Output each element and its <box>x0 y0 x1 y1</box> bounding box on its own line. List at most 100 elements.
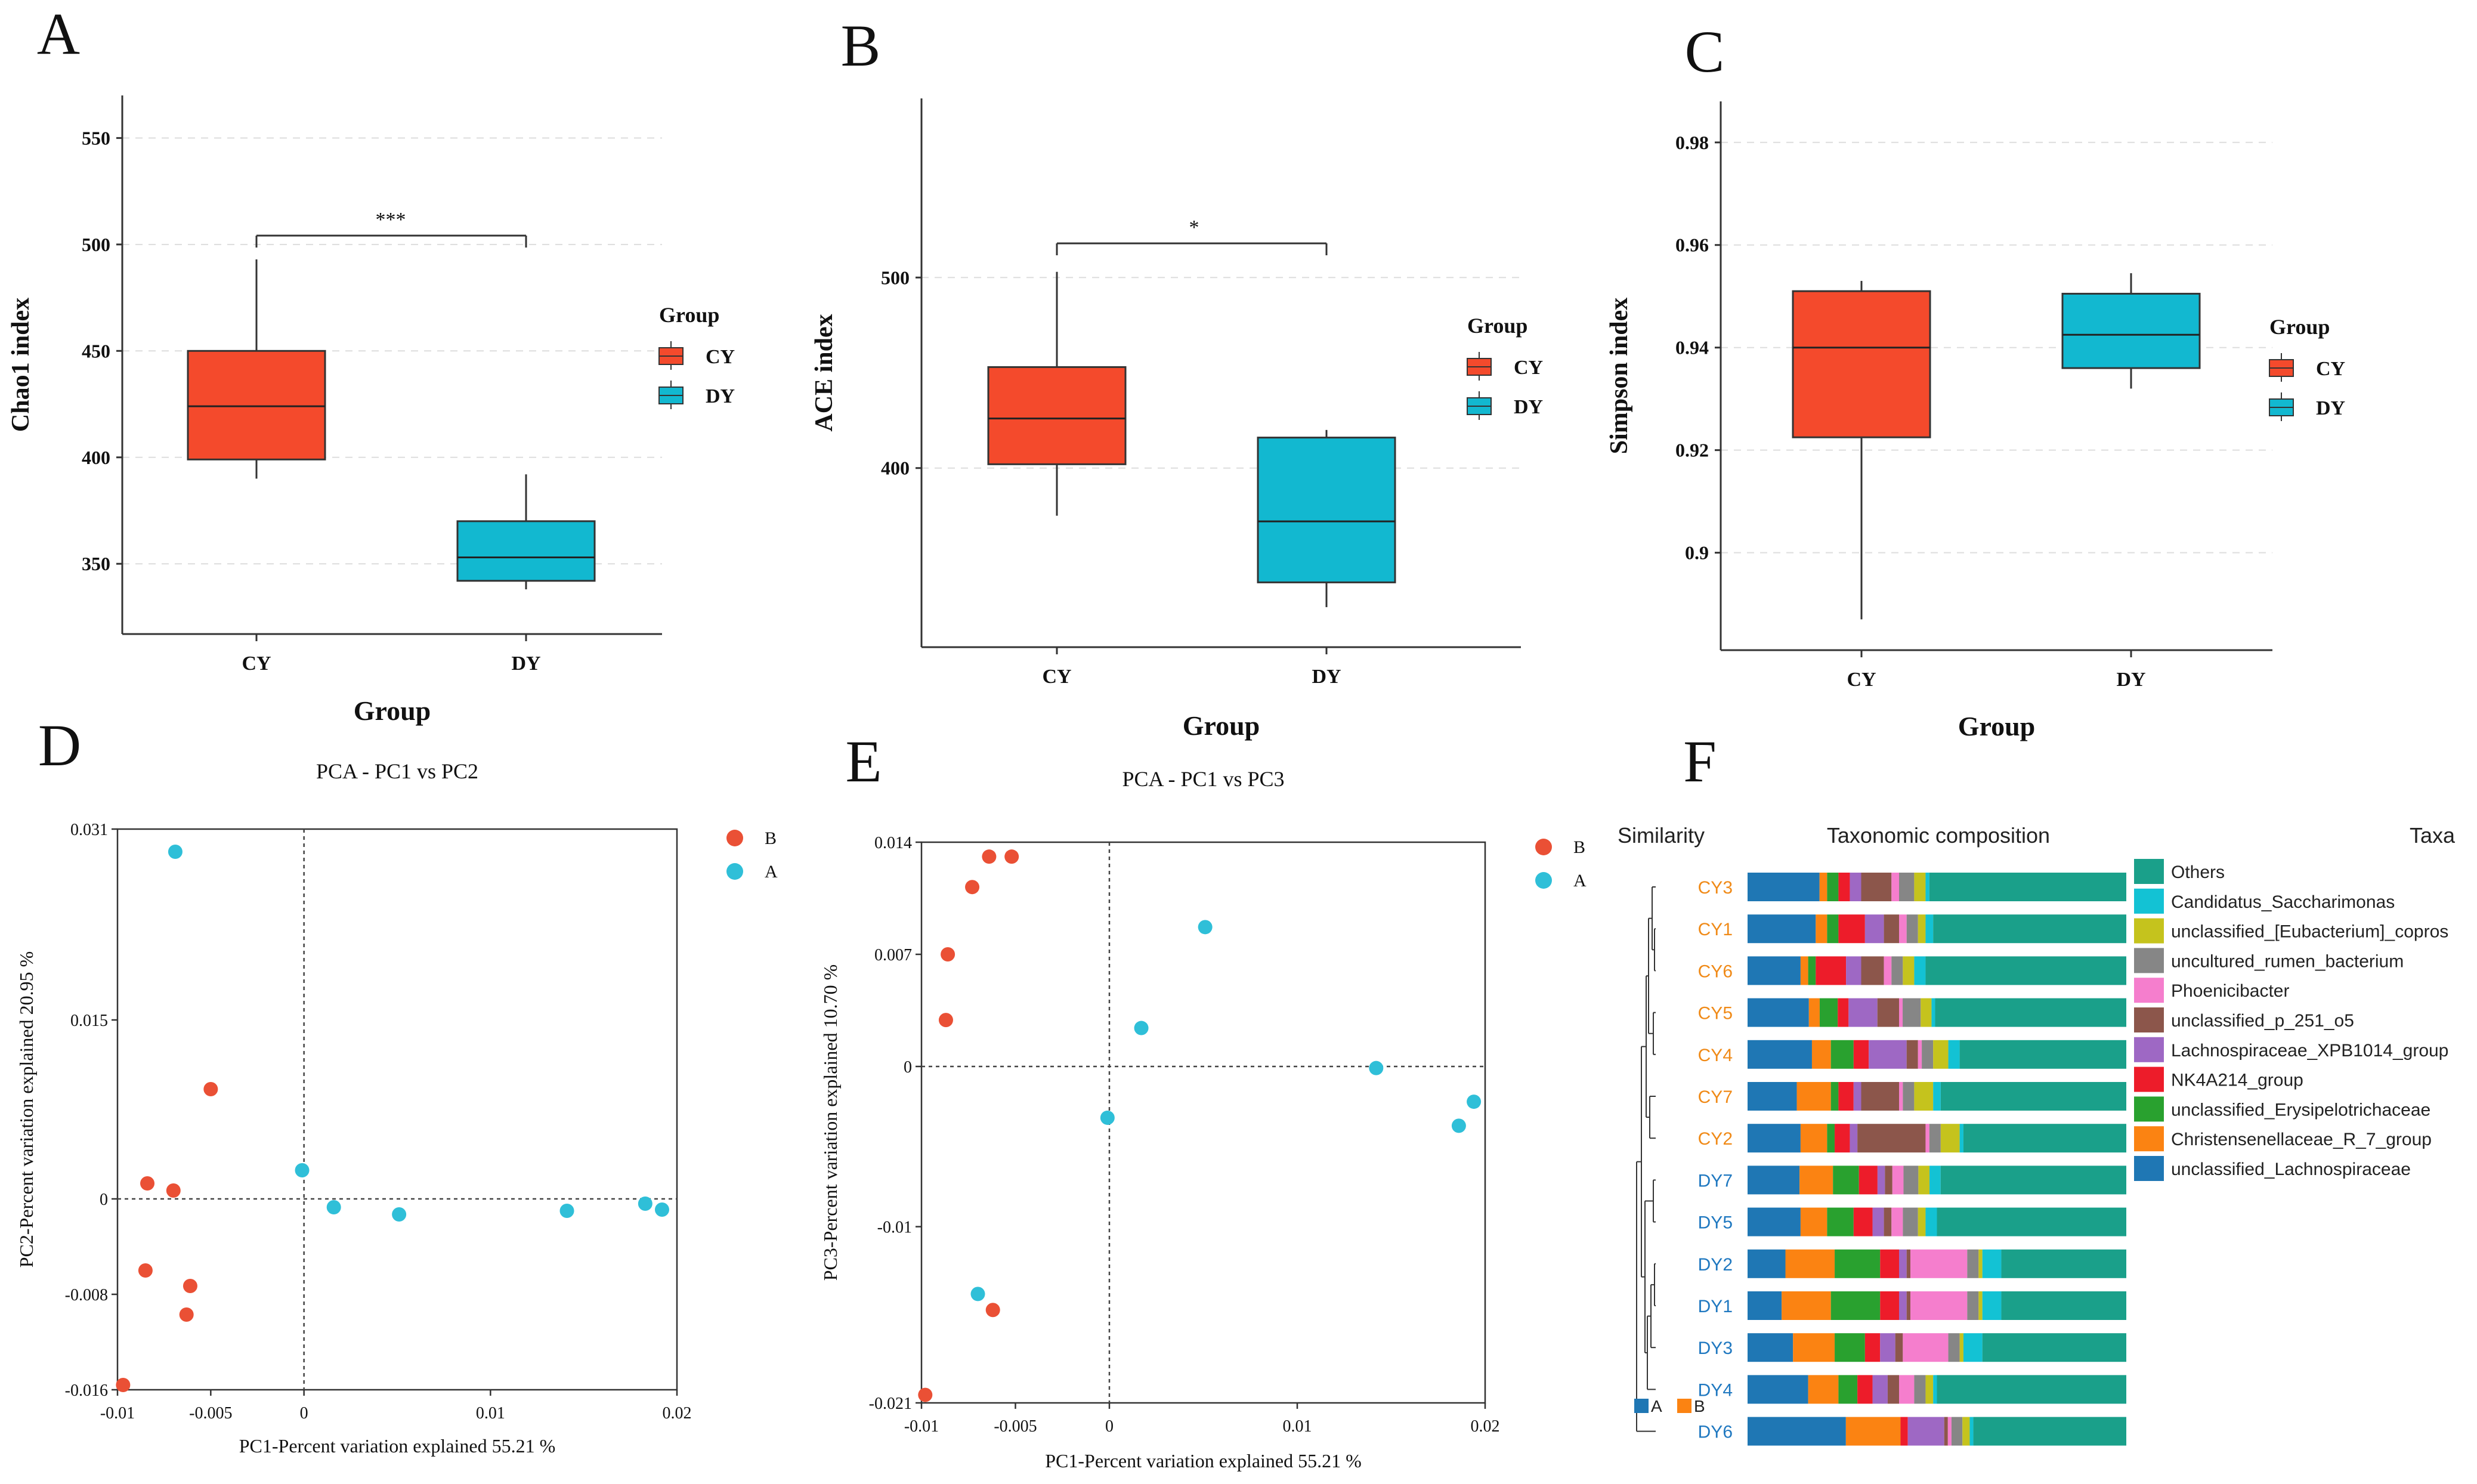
bar-segment <box>1906 1291 1911 1320</box>
bar-segment <box>1937 1207 2126 1236</box>
point-A <box>392 1207 407 1222</box>
panel-label: A <box>37 1 80 67</box>
legend-label: CY <box>706 346 735 368</box>
y-axis-title: PC3-Percent variation explained 10.70 % <box>820 964 841 1281</box>
sample-label: CY6 <box>1698 961 1733 981</box>
panel-label: F <box>1683 728 1717 794</box>
bar-segment <box>1914 956 1926 985</box>
bar-segment <box>1861 873 1892 901</box>
bar-segment <box>1899 873 1915 901</box>
bar-segment <box>1827 873 1839 901</box>
taxa-swatch <box>2134 978 2164 1003</box>
bar-segment <box>1861 1082 1899 1111</box>
bar-segment <box>1963 1333 1983 1362</box>
point-A <box>168 845 183 859</box>
bar-segment <box>1910 1291 1968 1320</box>
sample-label: DY5 <box>1698 1213 1733 1233</box>
bar-segment <box>1918 1165 1930 1195</box>
bar-segment <box>1819 998 1838 1027</box>
bar-segment <box>1838 914 1865 944</box>
y-tick-label: -0.021 <box>869 1395 912 1413</box>
bar-segment <box>1850 873 1861 901</box>
y-tick-label: 400 <box>881 457 910 479</box>
bar-segment <box>1963 1124 2126 1153</box>
bar-segment <box>1931 998 1935 1027</box>
bar-segment <box>1899 1291 1907 1320</box>
bar-segment <box>1748 1165 1800 1195</box>
taxa-swatch <box>2134 1156 2164 1181</box>
bar-segment <box>1848 998 1878 1027</box>
box-DY <box>456 520 596 582</box>
bar-segment <box>1748 1291 1782 1320</box>
y-tick-label: 550 <box>82 127 110 149</box>
bar-segment <box>1830 1291 1881 1320</box>
bar-segment <box>1884 914 1899 944</box>
x-tick-label: CY <box>1042 666 1071 688</box>
legend-label: A <box>765 862 778 882</box>
x-tick-label: DY <box>511 653 540 675</box>
bar-segment <box>1877 998 1899 1027</box>
bar-segment <box>1838 1375 1858 1404</box>
header-composition: Taxonomic composition <box>1827 823 2050 848</box>
taxa-label: Christensenellaceae_R_7_group <box>2171 1130 2432 1149</box>
x-tick-label: DY <box>1312 666 1341 688</box>
bar-segment <box>1800 1207 1827 1236</box>
x-tick-label: -0.005 <box>994 1417 1037 1436</box>
point-B <box>965 880 980 895</box>
bar-segment <box>1925 1124 1929 1153</box>
bar-segment <box>1918 1207 1926 1236</box>
bar-segment <box>1827 914 1839 944</box>
bar-segment <box>1978 1291 1983 1320</box>
bar-segment <box>1748 956 1801 985</box>
legend-title: Group <box>1467 314 1527 338</box>
point-A <box>638 1197 653 1211</box>
bar-segment <box>1830 1082 1839 1111</box>
bar-segment <box>1872 1375 1888 1404</box>
box-DY <box>1257 437 1396 583</box>
point-B <box>203 1082 218 1096</box>
scatter-D: D PCA - PC1 vs PC2 -0.01 -0.005 0 0.01 0.02 -0.… <box>16 712 778 1457</box>
y-tick-label: 0.92 <box>1675 440 1709 461</box>
bar-segment <box>1903 998 1921 1027</box>
bar-segment <box>1925 873 1929 901</box>
bar-segment <box>1835 1333 1865 1362</box>
bar-segment <box>1907 1417 1944 1446</box>
bar-segment <box>1884 956 1892 985</box>
bar-segment <box>1748 1124 1801 1153</box>
bar-segment <box>1793 1333 1835 1362</box>
x-tick-label: 0.02 <box>1471 1417 1500 1436</box>
y-tick-label: 500 <box>881 267 910 288</box>
point-A <box>295 1163 310 1177</box>
plot-frame <box>920 841 1486 1404</box>
bar-segment <box>1887 1375 1899 1404</box>
y-tick-label: 0.014 <box>874 834 912 852</box>
legend-label: B <box>765 828 777 848</box>
bar-segment <box>1808 998 1820 1027</box>
bar-segment <box>1895 1333 1903 1362</box>
point-B <box>166 1183 181 1198</box>
bar-segment <box>1914 1375 1926 1404</box>
taxa-swatch <box>2134 1066 2164 1092</box>
x-tick-label: DY <box>2116 669 2145 691</box>
group-swatch-B <box>1677 1399 1691 1413</box>
bar-segment <box>1748 998 1809 1027</box>
chart-title: PCA - PC1 vs PC3 <box>1122 767 1284 791</box>
bar-segment <box>1918 914 1926 944</box>
y-tick-label: 0 <box>904 1058 912 1077</box>
bar-segment <box>1914 873 1926 901</box>
bar-segment <box>1838 998 1849 1027</box>
bar-segment <box>1969 1417 1974 1446</box>
bar-segment <box>1891 1207 1903 1236</box>
taxa-label: uncultured_rumen_bacterium <box>2171 951 2404 971</box>
bar-segment <box>1925 1207 1937 1236</box>
header-similarity: Similarity <box>1618 823 1705 848</box>
boxplot-C: C 0.9 0.92 0.94 0.96 0.98 CY DY Group Simpson ind… <box>1606 18 2345 741</box>
point-A <box>1451 1118 1466 1133</box>
legend-marker-B <box>726 830 743 846</box>
bar-segment <box>1800 1124 1827 1153</box>
y-axis-title: Simpson index <box>1606 298 1633 455</box>
x-tick-label: 0.01 <box>1283 1417 1312 1436</box>
bar-segment <box>1748 1417 1846 1446</box>
point-A <box>654 1202 669 1217</box>
